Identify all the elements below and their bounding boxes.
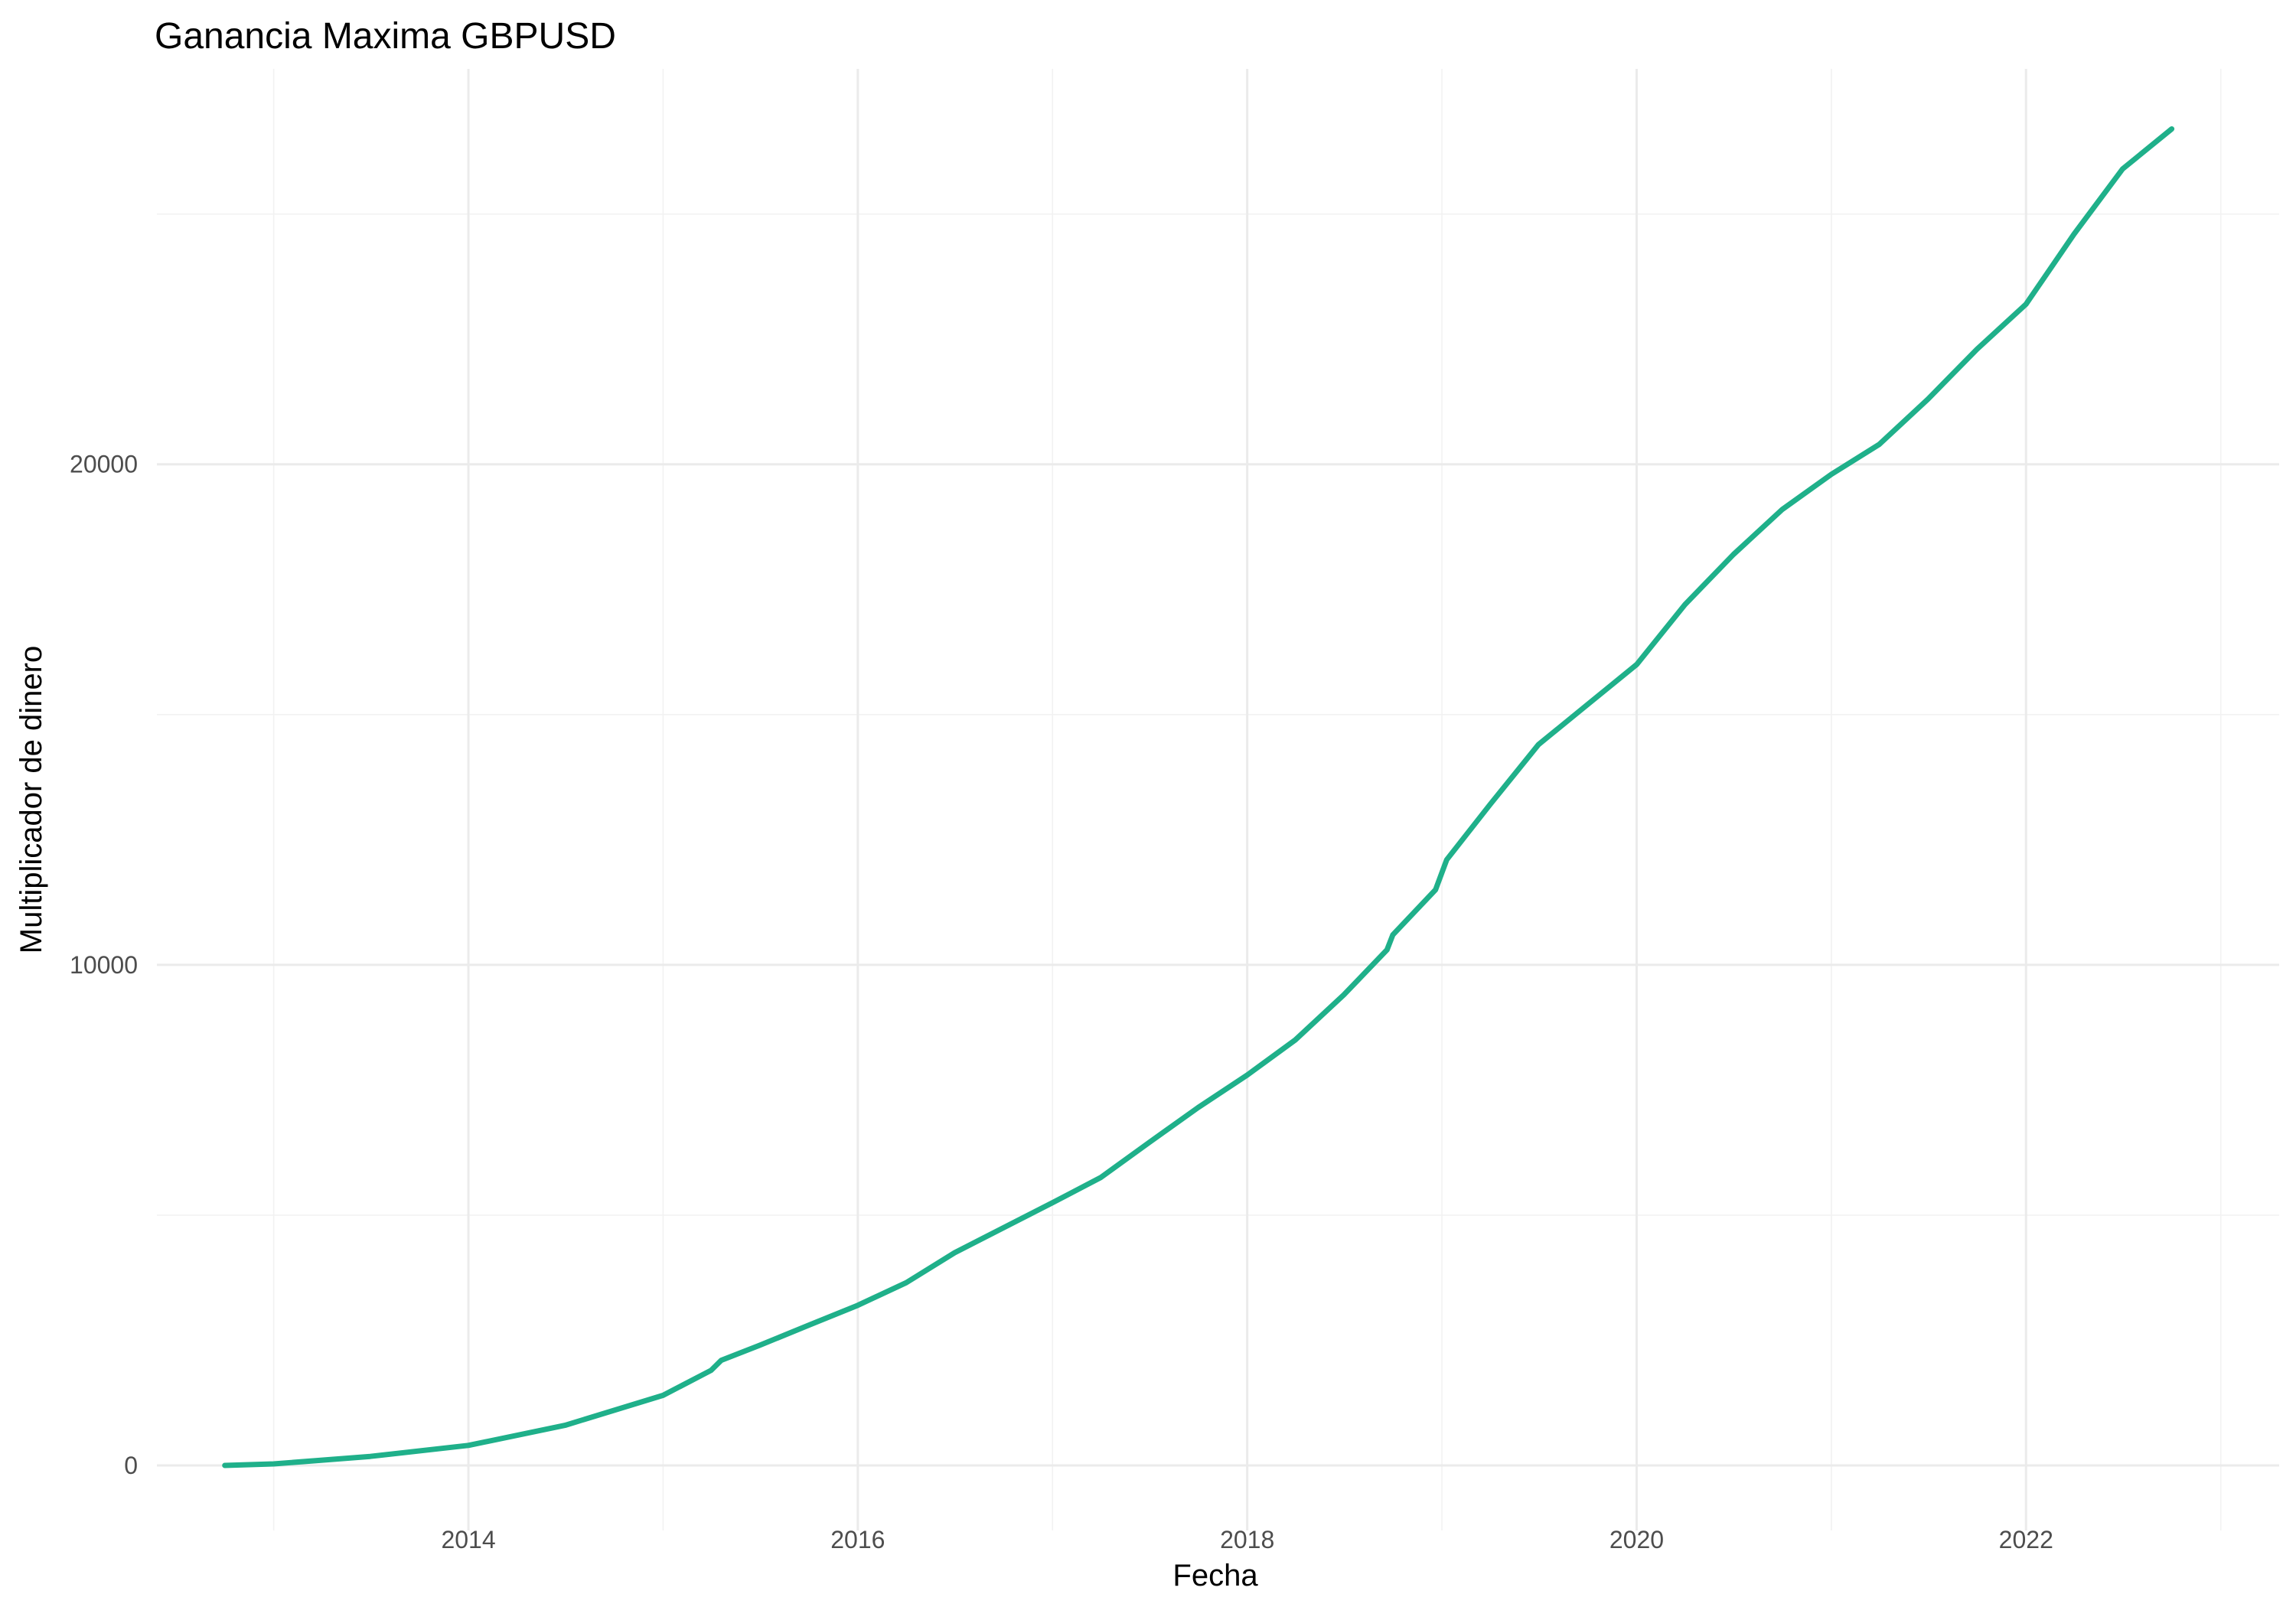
x-tick-label: 2014 — [441, 1526, 495, 1553]
y-tick-label: 0 — [124, 1452, 138, 1479]
minor-gridlines — [157, 69, 2279, 1530]
x-tick-label: 2020 — [1609, 1526, 1664, 1553]
x-tick-label: 2018 — [1220, 1526, 1274, 1553]
y-tick-label: 10000 — [70, 951, 138, 979]
x-axis-title: Fecha — [1172, 1559, 1258, 1592]
y-tick-label: 20000 — [70, 451, 138, 478]
y-axis-title: Multiplicador de dinero — [15, 646, 48, 953]
x-axis-tick-labels: 2014 2016 2018 2020 2022 — [441, 1526, 2053, 1553]
major-gridlines — [157, 69, 2279, 1530]
y-axis-tick-labels: 0 10000 20000 — [70, 451, 138, 1479]
series-line — [222, 126, 2175, 1468]
x-tick-label: 2016 — [830, 1526, 885, 1553]
x-tick-label: 2022 — [1999, 1526, 2053, 1553]
chart-title: Ganancia Maxima GBPUSD — [155, 16, 616, 57]
